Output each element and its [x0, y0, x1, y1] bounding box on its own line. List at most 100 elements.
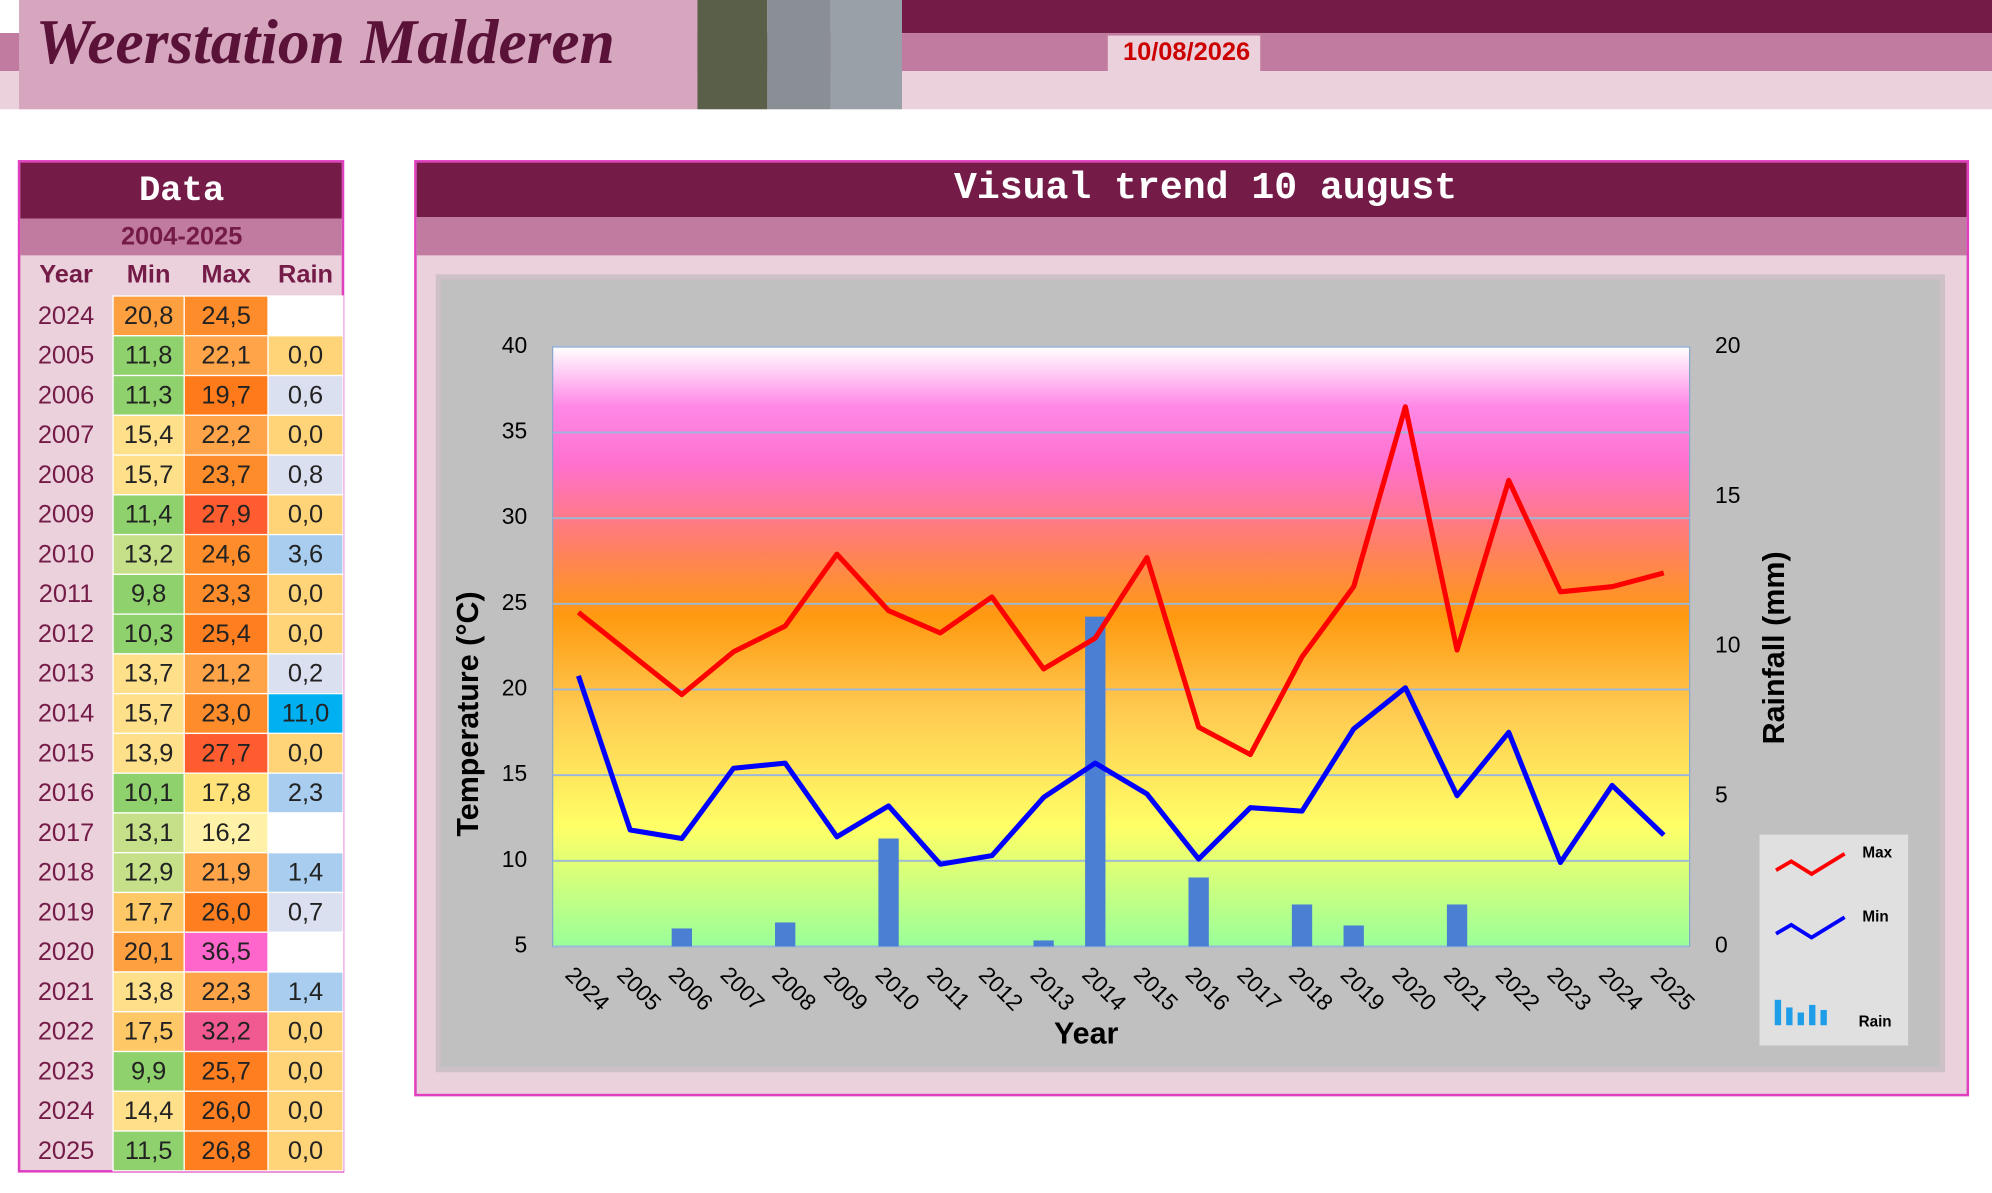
cell-bg: [183, 613, 269, 655]
y2-tick-label: 10: [1715, 632, 1740, 658]
value-cell: 0,0: [288, 421, 323, 449]
value-cell: 36,5: [201, 938, 250, 966]
cell-bg: [112, 494, 185, 536]
bar: [1291, 904, 1313, 947]
value-cell: 13,8: [124, 978, 173, 1006]
chart-title-bar: [416, 162, 1967, 218]
legend-label: Min: [1862, 908, 1888, 925]
cell-bg: [267, 295, 344, 337]
cell-bg: [267, 971, 344, 1013]
cell-bg: [267, 374, 344, 416]
value-cell: 0,0: [288, 1137, 323, 1165]
year-cell: 2017: [38, 819, 94, 847]
legend-swatch: [1775, 852, 1846, 877]
value-cell: 21,9: [201, 859, 250, 887]
cell-bg: [267, 772, 344, 814]
cell-bg: [112, 295, 185, 337]
legend-swatch: [1820, 1009, 1827, 1026]
value-cell: 0,7: [288, 898, 323, 926]
cell-bg: [183, 1050, 269, 1092]
y-tick-label: 15: [502, 760, 527, 786]
cell-bg: [112, 693, 185, 735]
plot-area: [551, 346, 1691, 948]
value-cell: 25,7: [201, 1057, 250, 1085]
date: 10/08/2026: [1123, 38, 1250, 66]
cell-bg: [112, 454, 185, 496]
year-cell: 2009: [38, 501, 94, 529]
year-cell: 2011: [39, 580, 94, 608]
value-cell: 13,2: [124, 540, 173, 568]
photo: [767, 0, 831, 110]
y2-tick-label: 20: [1715, 332, 1740, 358]
cell-bg: [267, 1130, 344, 1172]
legend-swatch: [1775, 915, 1846, 940]
y-tick-label: 30: [502, 503, 527, 529]
site-title: Weerstation Malderen: [36, 6, 615, 77]
cell-bg: [183, 693, 269, 735]
legend-swatch: [1786, 1007, 1793, 1026]
value-cell: 10,1: [124, 779, 173, 807]
year-cell: 2019: [38, 898, 94, 926]
value-cell: 0,0: [288, 1097, 323, 1125]
value-cell: 0,0: [288, 342, 323, 370]
value-cell: 0,0: [288, 1018, 323, 1046]
year-cell: 2010: [38, 540, 94, 568]
cell-bg: [267, 732, 344, 774]
y-tick-label: 5: [514, 931, 527, 957]
header-band: [901, 0, 1992, 34]
cell-bg: [183, 772, 269, 814]
value-cell: 27,9: [201, 501, 250, 529]
value-cell: 26,0: [201, 898, 250, 926]
value-cell: 26,0: [201, 1097, 250, 1125]
cell-bg: [112, 414, 185, 456]
value-cell: 27,7: [201, 739, 250, 767]
value-cell: 23,0: [201, 699, 250, 727]
legend-label: Max: [1862, 845, 1892, 862]
value-cell: 20,1: [124, 938, 173, 966]
y2-tick-label: 15: [1715, 482, 1740, 508]
y-tick-label: 25: [502, 589, 527, 615]
table-title: Data: [139, 170, 224, 211]
photo: [830, 0, 902, 110]
year-cell: 2018: [38, 859, 94, 887]
value-cell: 21,2: [201, 660, 250, 688]
value-cell: 0,8: [288, 461, 323, 489]
bar: [878, 838, 899, 947]
date-box: [1107, 35, 1261, 72]
year-cell: 2021: [38, 978, 94, 1006]
value-cell: 0,0: [288, 580, 323, 608]
column-header: Year: [39, 260, 93, 288]
bar: [671, 928, 692, 947]
value-cell: 11,5: [125, 1137, 173, 1165]
cell-bg: [183, 494, 269, 536]
cell-bg: [267, 414, 344, 456]
cell-bg: [267, 931, 344, 973]
table-subtitle: 2004-2025: [121, 222, 242, 250]
y-axis-title: Temperature (°C): [451, 591, 485, 836]
cell-bg: [183, 891, 269, 933]
y-tick-label: 40: [502, 332, 527, 358]
value-cell: 0,0: [288, 501, 323, 529]
value-cell: 9,9: [131, 1057, 166, 1085]
cell-bg: [183, 1090, 269, 1132]
y2-tick-label: 5: [1715, 782, 1728, 808]
y2-tick-label: 0: [1715, 931, 1728, 957]
year-cell: 2025: [38, 1137, 94, 1165]
value-cell: 0,0: [288, 620, 323, 648]
year-cell: 2014: [38, 699, 94, 727]
value-cell: 15,4: [124, 421, 173, 449]
year-cell: 2020: [38, 938, 94, 966]
value-cell: 9,8: [131, 580, 166, 608]
bar: [1033, 940, 1054, 947]
value-cell: 15,7: [124, 699, 173, 727]
value-cell: 12,9: [124, 859, 173, 887]
value-cell: 22,1: [201, 342, 250, 370]
value-cell: 17,5: [124, 1018, 173, 1046]
year-cell: 2008: [38, 461, 94, 489]
chart-subbar: [416, 217, 1967, 256]
value-cell: 13,9: [124, 739, 173, 767]
value-cell: 32,2: [201, 1018, 250, 1046]
